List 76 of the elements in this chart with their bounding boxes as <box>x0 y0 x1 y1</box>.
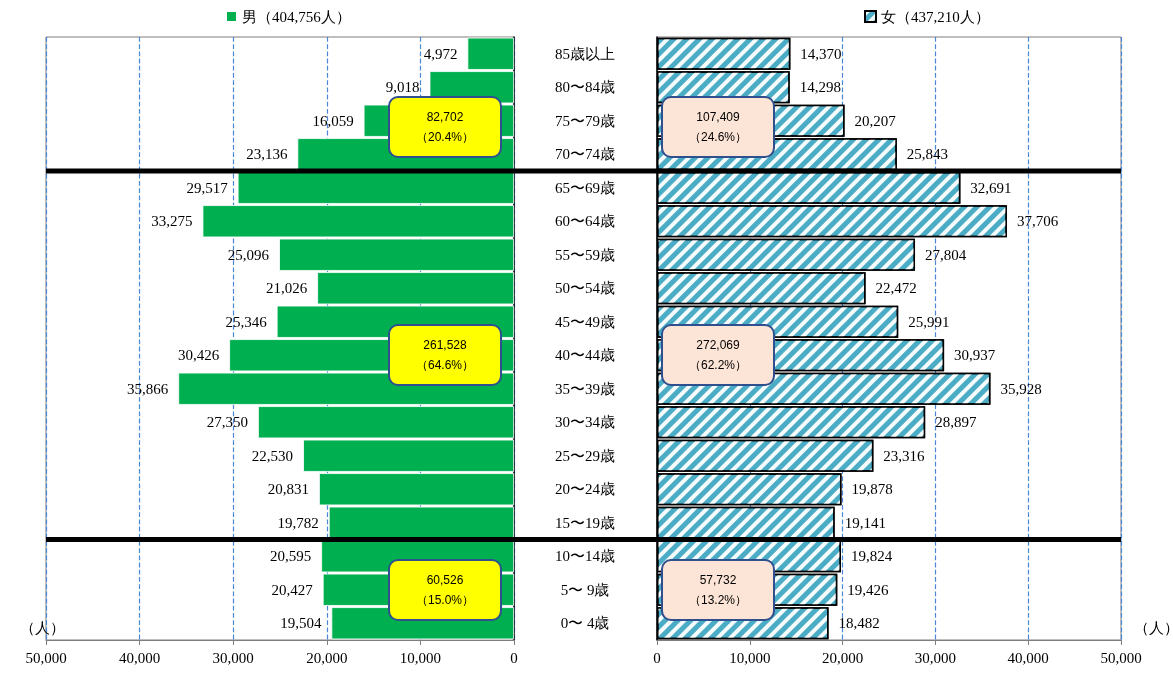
data-label: 19,878 <box>851 481 893 498</box>
callout-box: 60,526 （15.0%） <box>388 558 502 621</box>
x-tick-label: 10,000 <box>729 649 771 666</box>
data-label: 23,316 <box>883 447 926 464</box>
y-tick-label: 5〜 9歳 <box>560 581 610 598</box>
data-label: 19,504 <box>280 615 322 632</box>
y-tick-label: 50〜54歳 <box>555 280 615 297</box>
data-label: 35,866 <box>127 380 169 397</box>
x-axis-title: （人） <box>1134 619 1173 636</box>
data-label: 28,897 <box>935 414 977 431</box>
x-tick-label: 30,000 <box>212 649 254 666</box>
data-label: 18,482 <box>838 615 880 632</box>
y-tick-label: 55〜59歳 <box>555 246 615 263</box>
legend-label: 女（437,210人） <box>881 8 990 25</box>
data-label: 19,141 <box>844 514 886 531</box>
x-tick-label: 40,000 <box>118 649 161 666</box>
legend-label: 男（404,756人） <box>242 8 351 25</box>
data-label: 19,426 <box>847 581 890 598</box>
data-label: 27,350 <box>206 414 248 431</box>
data-label: 9,018 <box>385 79 420 96</box>
data-label: 25,843 <box>906 146 949 163</box>
data-label: 19,782 <box>277 514 319 531</box>
callout-box: 107,409 （24.6%） <box>661 96 775 159</box>
y-tick-label: 25〜29歳 <box>555 447 615 464</box>
data-label: 23,136 <box>246 146 288 163</box>
data-label: 22,530 <box>251 447 294 464</box>
data-label: 29,517 <box>186 179 229 196</box>
x-tick-label: 40,000 <box>1007 649 1049 666</box>
data-label: 20,427 <box>271 581 314 598</box>
callout-box: 57,732 （13.2%） <box>661 558 775 621</box>
x-tick-label: 50,000 <box>25 649 67 666</box>
data-label: 20,595 <box>269 548 312 565</box>
x-tick-label: 30,000 <box>914 649 957 666</box>
data-label: 4,972 <box>423 45 458 62</box>
data-label: 32,691 <box>970 179 1012 196</box>
data-label: 35,928 <box>1000 380 1042 397</box>
data-label: 22,472 <box>875 280 917 297</box>
callout-box: 82,702 （20.4%） <box>388 96 502 159</box>
data-label: 30,426 <box>177 347 220 364</box>
y-tick-label: 75〜79歳 <box>555 112 615 129</box>
data-label: 25,346 <box>225 313 268 330</box>
callout-box: 261,528 （64.6%） <box>388 324 502 387</box>
x-tick-label: 0 <box>510 649 518 666</box>
y-tick-label: 45〜49歳 <box>555 313 615 330</box>
y-tick-label: 85歳以上 <box>555 45 615 62</box>
y-tick-label: 35〜39歳 <box>555 380 615 397</box>
data-label: 37,706 <box>1016 213 1059 230</box>
x-tick-label: 20,000 <box>306 649 348 666</box>
x-tick-label: 50,000 <box>1100 649 1142 666</box>
callout-box: 272,069 （62.2%） <box>661 324 775 387</box>
y-tick-label: 80〜84歳 <box>555 79 615 96</box>
x-tick-label: 10,000 <box>399 649 442 666</box>
data-label: 27,804 <box>925 246 967 263</box>
data-label: 25,991 <box>908 313 950 330</box>
x-tick-label: 0 <box>653 649 661 666</box>
y-tick-label: 30〜34歳 <box>555 414 615 431</box>
y-tick-label: 0〜 4歳 <box>560 615 610 632</box>
data-label: 25,096 <box>227 246 270 263</box>
y-tick-label: 65〜69歳 <box>555 179 615 196</box>
data-label: 21,026 <box>265 280 308 297</box>
data-label: 16,059 <box>312 112 354 129</box>
x-axis-title: （人） <box>20 619 65 636</box>
data-label: 33,275 <box>151 213 193 230</box>
data-label: 19,824 <box>850 548 893 565</box>
y-tick-label: 60〜64歳 <box>555 213 615 230</box>
data-label: 30,937 <box>954 347 996 364</box>
data-label: 20,831 <box>267 481 310 498</box>
data-label: 14,298 <box>799 79 841 96</box>
data-label: 20,207 <box>854 112 897 129</box>
x-tick-label: 20,000 <box>821 649 864 666</box>
y-tick-label: 15〜19歳 <box>555 514 615 531</box>
data-label: 14,370 <box>800 45 842 62</box>
y-tick-label: 70〜74歳 <box>555 146 615 163</box>
y-tick-label: 10〜14歳 <box>555 548 615 565</box>
y-tick-label: 20〜24歳 <box>555 481 615 498</box>
y-tick-label: 40〜44歳 <box>555 347 615 364</box>
